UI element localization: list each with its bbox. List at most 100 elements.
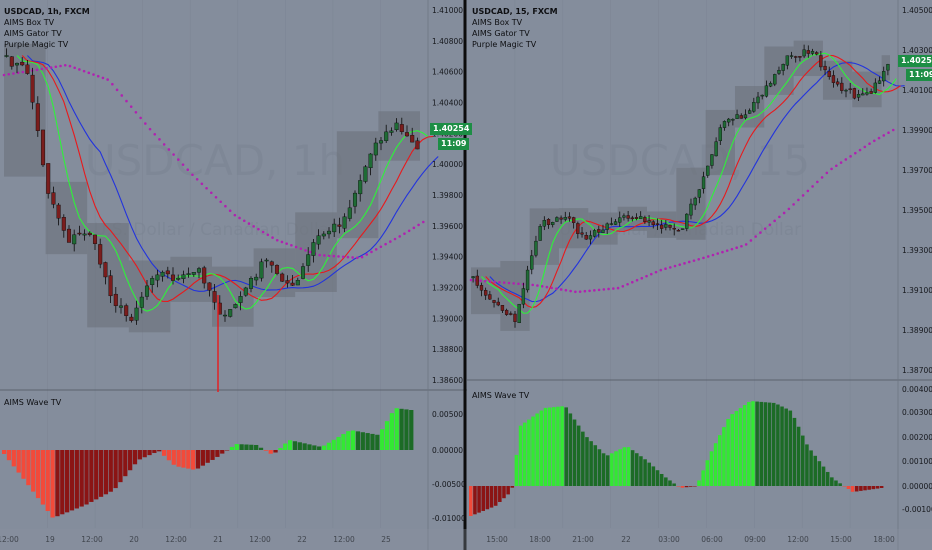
right-candle bbox=[647, 220, 651, 223]
left-wave-bar bbox=[50, 450, 55, 518]
right-candle bbox=[659, 224, 664, 229]
left-candle bbox=[134, 307, 139, 321]
right-candle bbox=[500, 305, 505, 311]
left-purple-dot bbox=[337, 255, 340, 258]
left-candle bbox=[394, 122, 399, 130]
right-candle bbox=[613, 221, 618, 225]
right-purple-dot bbox=[872, 139, 876, 143]
left-candle bbox=[337, 224, 342, 227]
right-purple-dot bbox=[768, 223, 772, 227]
right-wave-bar bbox=[863, 486, 867, 491]
left-wave-bar bbox=[186, 450, 191, 469]
right-candle bbox=[521, 288, 526, 305]
left-wave-bar bbox=[283, 443, 288, 450]
right-wave-bar bbox=[518, 425, 523, 486]
right-candle bbox=[718, 127, 722, 142]
right-wave-bar bbox=[788, 410, 793, 486]
right-wave-bar bbox=[809, 450, 813, 486]
left-candle bbox=[274, 265, 280, 274]
left-purple-dot bbox=[73, 66, 76, 70]
left-purple-dot bbox=[271, 236, 274, 239]
left-time-tick: 12:00 bbox=[165, 535, 187, 544]
left-wave-bar bbox=[171, 450, 176, 465]
right-time-tick: 18:00 bbox=[873, 535, 895, 544]
right-indicator-aims-box[interactable]: AIMS Box TV bbox=[472, 18, 523, 27]
left-candle bbox=[212, 291, 217, 303]
left-purple-dot bbox=[275, 238, 279, 242]
left-purple-dot bbox=[374, 248, 378, 251]
left-purple-dot bbox=[125, 99, 128, 103]
right-candle bbox=[856, 94, 861, 98]
right-indicator-purple-magic[interactable]: Purple Magic TV bbox=[472, 40, 537, 49]
right-candle bbox=[571, 217, 576, 223]
right-symbol-title[interactable]: USDCAD, 15, FXCM bbox=[472, 7, 558, 16]
right-candle bbox=[534, 240, 538, 256]
right-candle bbox=[844, 89, 848, 92]
right-wave-bar bbox=[485, 486, 490, 510]
right-candle bbox=[576, 223, 580, 234]
right-candle bbox=[664, 224, 668, 228]
time-axis-strip bbox=[0, 529, 932, 550]
left-price-tick: 1.39800 bbox=[432, 191, 463, 200]
right-candle bbox=[823, 65, 827, 71]
right-purple-dot bbox=[635, 278, 639, 282]
left-wave-bar bbox=[346, 431, 351, 450]
right-wave-tick: 0.00400 bbox=[902, 385, 932, 394]
left-wave-bar bbox=[205, 450, 210, 463]
left-purple-dot bbox=[106, 78, 109, 81]
left-wave-bar bbox=[69, 450, 75, 511]
right-candle bbox=[584, 235, 588, 240]
right-purple-dot bbox=[849, 155, 852, 158]
left-purple-dot bbox=[177, 158, 180, 161]
right-indicator-aims-gator[interactable]: AIMS Gator TV bbox=[472, 29, 530, 38]
right-purple-dot bbox=[891, 128, 895, 132]
right-wave-bar bbox=[813, 455, 817, 486]
right-wave-bar bbox=[651, 466, 656, 486]
left-wave-bar bbox=[355, 431, 361, 450]
right-wave-bar bbox=[610, 453, 614, 486]
left-price-tick: 1.39000 bbox=[432, 314, 463, 323]
right-wave-bar bbox=[879, 486, 884, 488]
right-wave-bar bbox=[626, 447, 631, 486]
left-indicator-aims-box[interactable]: AIMS Box TV bbox=[4, 18, 55, 27]
right-candle bbox=[798, 56, 802, 58]
right-candle bbox=[475, 275, 479, 286]
left-wave-label[interactable]: AIMS Wave TV bbox=[4, 398, 62, 407]
right-wave-bar bbox=[489, 486, 494, 508]
left-group: USDCAD, 1h U.S. Dollar / Canadian Dollar 1… bbox=[0, 0, 468, 550]
left-indicator-purple-magic[interactable]: Purple Magic TV bbox=[4, 40, 69, 49]
right-purple-dot bbox=[621, 284, 625, 288]
left-purple-dot bbox=[153, 132, 157, 136]
right-purple-dot bbox=[479, 279, 482, 283]
right-wave-bar bbox=[747, 401, 751, 486]
left-watermark: USDCAD, 1h bbox=[85, 136, 345, 185]
right-purple-dot bbox=[858, 148, 862, 152]
right-wave-bar bbox=[506, 486, 510, 495]
right-purple-dot bbox=[593, 289, 596, 292]
right-wave-label[interactable]: AIMS Wave TV bbox=[472, 391, 530, 400]
right-purple-dot bbox=[687, 260, 691, 264]
right-purple-dot bbox=[877, 136, 881, 140]
left-purple-dot bbox=[417, 223, 420, 227]
left-price-tick: 1.39600 bbox=[432, 222, 463, 231]
right-wave-bar bbox=[825, 471, 830, 486]
right-wave-bar bbox=[510, 486, 515, 488]
right-aims-box bbox=[881, 55, 890, 81]
right-purple-dot bbox=[531, 283, 534, 287]
left-indicator-aims-gator[interactable]: AIMS Gator TV bbox=[4, 29, 62, 38]
right-candle bbox=[785, 55, 790, 66]
right-wave-bar bbox=[718, 435, 722, 486]
left-purple-dot bbox=[238, 216, 241, 220]
right-candle bbox=[756, 96, 760, 104]
left-purple-dot bbox=[7, 72, 11, 76]
left-purple-dot bbox=[120, 94, 124, 97]
right-purple-dot bbox=[844, 158, 848, 161]
left-purple-dot bbox=[209, 191, 213, 195]
right-time-tick: 18:00 bbox=[529, 535, 551, 544]
right-group: USDCAD, 15U.S. Dollar / Canadian Dollar1… bbox=[467, 0, 932, 550]
right-price-tick: 1.38700 bbox=[902, 366, 932, 375]
left-symbol-title[interactable]: USDCAD, 1h, FXCM bbox=[4, 7, 90, 16]
right-wave-bar bbox=[684, 486, 689, 488]
right-gator-line bbox=[481, 52, 897, 314]
